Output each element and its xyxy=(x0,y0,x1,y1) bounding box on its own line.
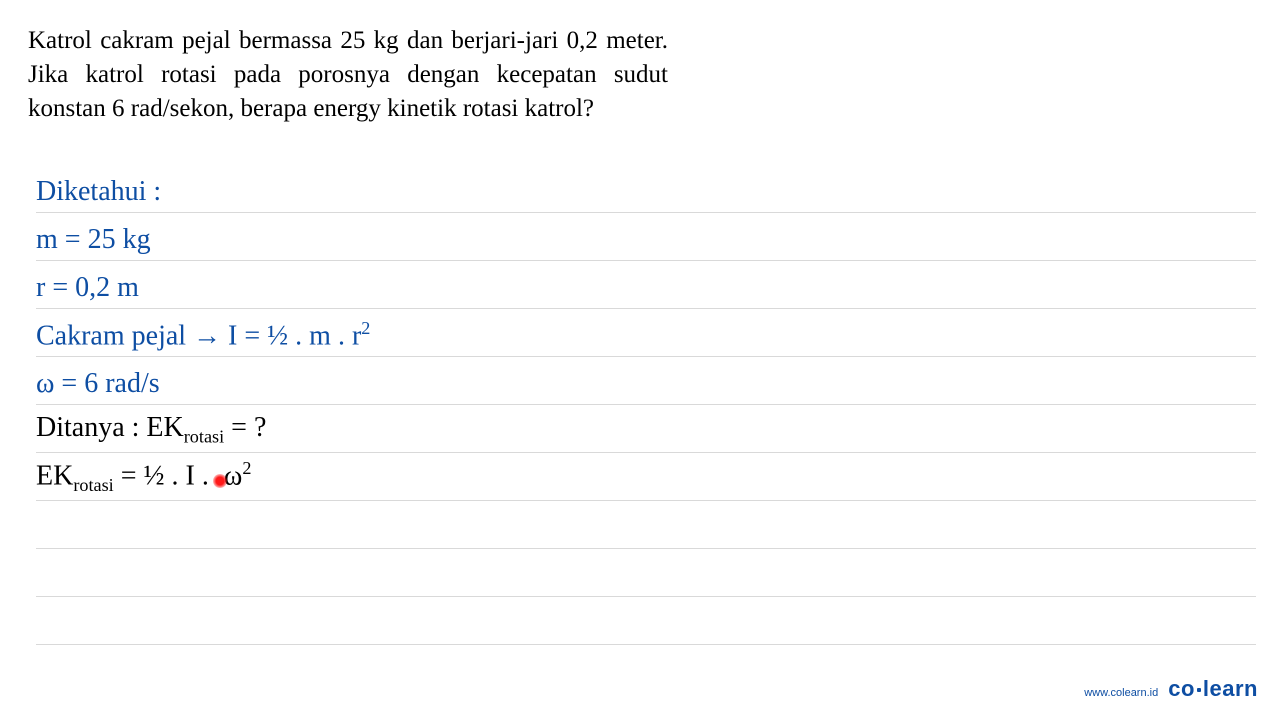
solution-line-omega: ω = 6 rad/s xyxy=(36,357,1256,405)
text-inertia: Cakram pejal → I = ½ . m . r2 xyxy=(36,319,370,350)
solution-line-diketahui: Diketahui : xyxy=(36,165,1256,213)
text-omega: ω = 6 rad/s xyxy=(36,370,160,398)
page-container: Katrol cakram pejal bermassa 25 kg dan b… xyxy=(0,0,1280,720)
ditanya-suffix: = ? xyxy=(224,412,266,443)
logo-right: learn xyxy=(1203,676,1258,701)
problem-line-2: Jika katrol rotasi pada porosnya dengan … xyxy=(28,61,668,88)
logo-dot-icon xyxy=(1197,688,1201,692)
ek-sup: 2 xyxy=(242,458,251,478)
ek-omega: ω xyxy=(224,460,242,491)
footer-logo: colearn xyxy=(1168,676,1258,702)
blank-rule-1 xyxy=(36,501,1256,549)
footer-brand: www.colearn.id colearn xyxy=(1084,676,1258,702)
text-mass: m = 25 kg xyxy=(36,226,151,254)
problem-statement: Katrol cakram pejal bermassa 25 kg dan b… xyxy=(28,24,668,125)
logo-left: co xyxy=(1168,676,1195,701)
text-diketahui: Diketahui : xyxy=(36,178,161,206)
blank-rule-3 xyxy=(36,597,1256,645)
solution-line-ek-formula: EKrotasi = ½ . I . ω2 xyxy=(36,453,1256,501)
ek-t2: = ½ . I . xyxy=(114,460,216,491)
blank-rule-2 xyxy=(36,549,1256,597)
ditanya-sub: rotasi xyxy=(184,427,224,447)
text-ek-formula: EKrotasi = ½ . I . ω2 xyxy=(36,459,251,494)
text-radius: r = 0,2 m xyxy=(36,274,139,302)
solution-line-ditanya: Ditanya : EKrotasi = ? xyxy=(36,405,1256,453)
inertia-sup: 2 xyxy=(361,318,370,338)
text-ditanya: Ditanya : EKrotasi = ? xyxy=(36,414,266,446)
problem-line-1: Katrol cakram pejal bermassa 25 kg dan b… xyxy=(28,27,668,54)
ek-t1: EK xyxy=(36,460,73,491)
solution-line-mass: m = 25 kg xyxy=(36,213,1256,261)
inertia-prefix: Cakram pejal → I = ½ . m . r xyxy=(36,320,361,351)
problem-line-3: konstan 6 rad/sekon, berapa energy kinet… xyxy=(28,95,594,122)
ruled-solution-area: Diketahui : m = 25 kg r = 0,2 m Cakram p… xyxy=(36,165,1256,645)
solution-line-radius: r = 0,2 m xyxy=(36,261,1256,309)
solution-line-inertia: Cakram pejal → I = ½ . m . r2 xyxy=(36,309,1256,357)
footer-url: www.colearn.id xyxy=(1084,687,1158,699)
ek-sub: rotasi xyxy=(73,475,113,495)
ditanya-prefix: Ditanya : EK xyxy=(36,412,184,443)
